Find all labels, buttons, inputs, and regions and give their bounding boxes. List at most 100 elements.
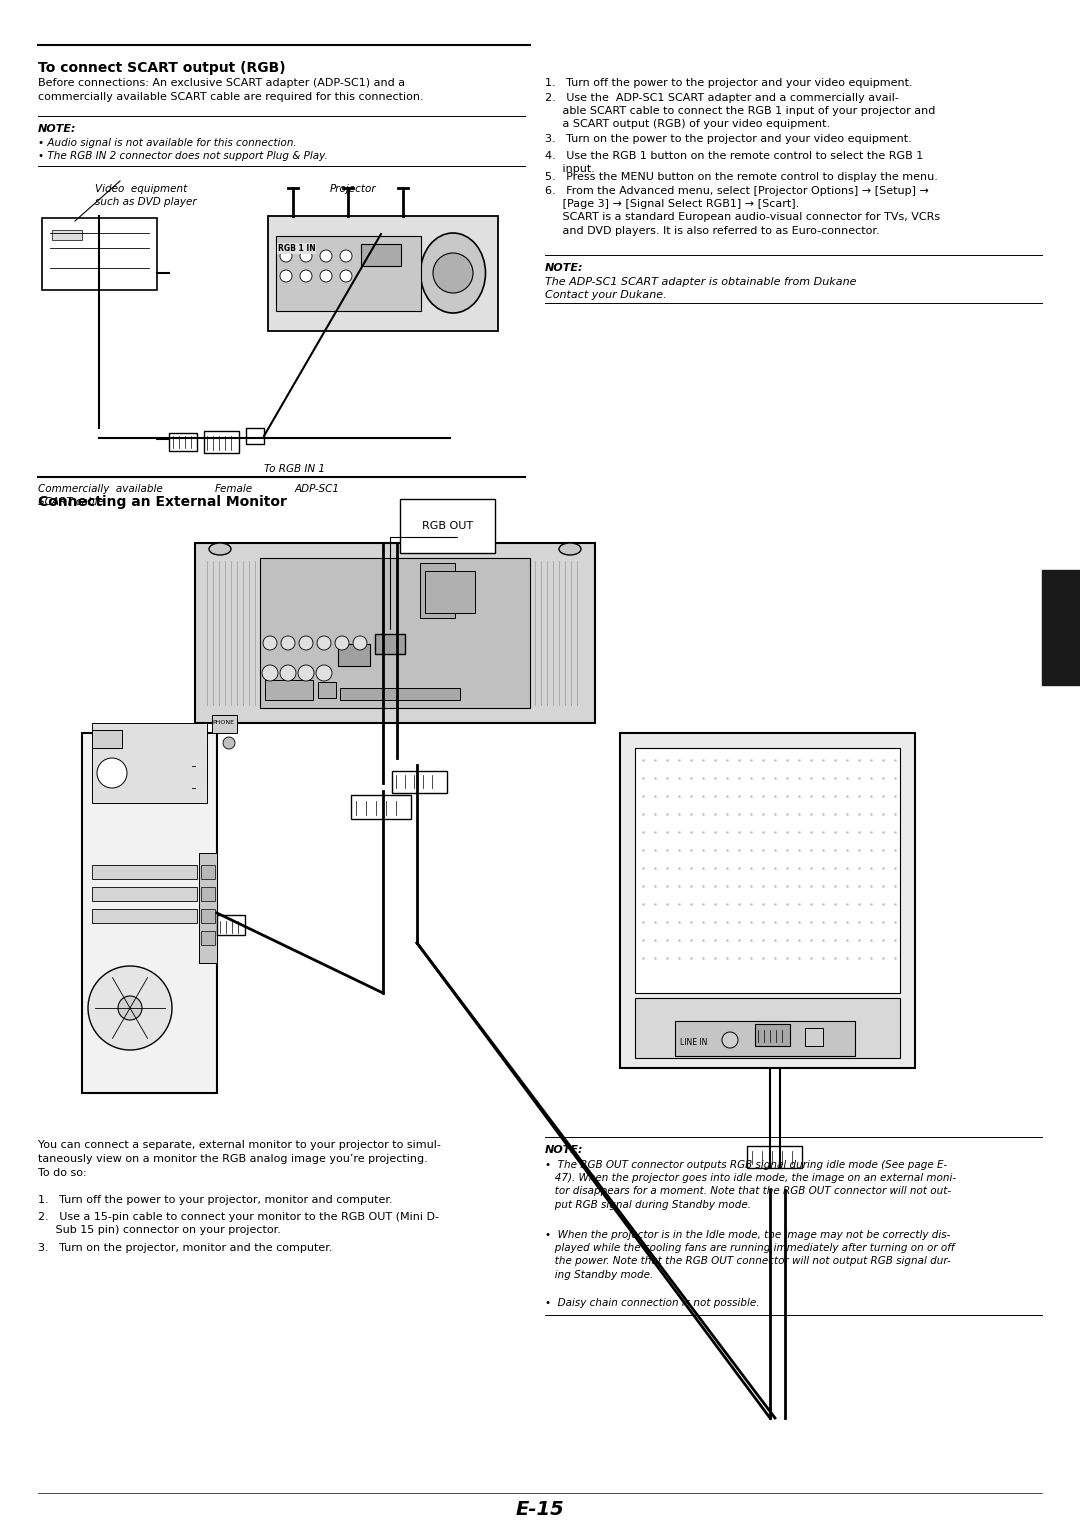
Text: •  Daisy chain connection is not possible.: • Daisy chain connection is not possible… xyxy=(545,1299,759,1308)
Bar xyxy=(92,723,207,803)
Circle shape xyxy=(222,737,235,749)
Text: NOTE:: NOTE: xyxy=(38,124,77,134)
Bar xyxy=(755,1024,789,1045)
Text: 6.   From the Advanced menu, select [Projector Options] → [Setup] →
     [Page 3: 6. From the Advanced menu, select [Proje… xyxy=(545,186,940,235)
Bar xyxy=(747,1146,802,1167)
Text: 4.   Use the RGB 1 button on the remote control to select the RGB 1
     input.: 4. Use the RGB 1 button on the remote co… xyxy=(545,151,923,174)
Text: To connect SCART output (RGB): To connect SCART output (RGB) xyxy=(38,61,285,75)
Text: • The RGB IN 2 connector does not support Plug & Play.: • The RGB IN 2 connector does not suppor… xyxy=(38,151,327,162)
Bar xyxy=(217,916,245,935)
Text: 2.   Use the  ADP-SC1 SCART adapter and a commercially avail-
     able SCART ca: 2. Use the ADP-SC1 SCART adapter and a c… xyxy=(545,93,935,130)
Bar xyxy=(92,745,207,761)
Bar xyxy=(805,1029,823,1045)
Bar xyxy=(212,716,237,732)
Bar xyxy=(168,433,197,452)
Bar xyxy=(361,244,401,266)
Bar xyxy=(52,230,82,240)
Bar xyxy=(92,887,197,900)
Text: 3.   Turn on the power to the projector and your video equipment.: 3. Turn on the power to the projector an… xyxy=(545,134,912,143)
Text: You can connect a separate, external monitor to your projector to simul-
taneous: You can connect a separate, external mon… xyxy=(38,1140,441,1178)
Bar xyxy=(246,427,264,444)
Bar xyxy=(204,430,239,453)
Text: 2.   Use a 15-pin cable to connect your monitor to the RGB OUT (Mini D-
     Sub: 2. Use a 15-pin cable to connect your mo… xyxy=(38,1212,438,1235)
Text: 1.   Turn off the power to the projector and your video equipment.: 1. Turn off the power to the projector a… xyxy=(545,78,913,89)
Text: E-15: E-15 xyxy=(515,1500,565,1518)
Circle shape xyxy=(298,665,314,681)
Bar xyxy=(42,218,157,290)
Bar xyxy=(92,865,197,879)
Text: NOTE:: NOTE: xyxy=(545,262,583,273)
Text: To RGB IN 1: To RGB IN 1 xyxy=(264,464,325,475)
Text: PHONE: PHONE xyxy=(212,720,234,725)
Bar xyxy=(635,998,900,1058)
Bar xyxy=(351,795,411,819)
Circle shape xyxy=(280,270,292,282)
Bar xyxy=(635,748,900,993)
Circle shape xyxy=(433,253,473,293)
Bar xyxy=(195,543,595,723)
Bar xyxy=(375,633,405,655)
Circle shape xyxy=(264,636,276,650)
Circle shape xyxy=(118,996,141,1019)
Bar xyxy=(92,729,122,748)
Bar xyxy=(201,909,215,923)
Bar xyxy=(92,768,207,783)
Bar xyxy=(276,237,421,311)
Text: Video  equipment
such as DVD player: Video equipment such as DVD player xyxy=(95,185,197,208)
Bar xyxy=(201,865,215,879)
Text: 1.   Turn off the power to your projector, monitor and computer.: 1. Turn off the power to your projector,… xyxy=(38,1195,393,1206)
Circle shape xyxy=(300,270,312,282)
Text: The ADP-SC1 SCART adapter is obtainable from Dukane
Contact your Dukane.: The ADP-SC1 SCART adapter is obtainable … xyxy=(545,278,856,301)
Text: Commercially  available
SCART cable: Commercially available SCART cable xyxy=(38,484,163,507)
Text: Projector: Projector xyxy=(330,185,377,194)
Circle shape xyxy=(281,636,295,650)
Bar xyxy=(675,1021,855,1056)
Circle shape xyxy=(299,636,313,650)
Bar xyxy=(338,644,370,665)
Circle shape xyxy=(97,758,127,787)
Bar xyxy=(318,682,336,697)
Circle shape xyxy=(340,250,352,262)
Bar xyxy=(426,571,475,613)
Bar xyxy=(392,771,447,794)
Bar xyxy=(201,931,215,945)
Circle shape xyxy=(353,636,367,650)
Circle shape xyxy=(87,966,172,1050)
Circle shape xyxy=(300,250,312,262)
Text: RGB OUT: RGB OUT xyxy=(422,520,473,531)
Circle shape xyxy=(320,270,332,282)
Text: • Audio signal is not available for this connection.: • Audio signal is not available for this… xyxy=(38,137,297,148)
Text: RGB 1 IN: RGB 1 IN xyxy=(278,244,315,253)
Text: Female: Female xyxy=(215,484,253,494)
Bar xyxy=(260,559,530,708)
Circle shape xyxy=(280,250,292,262)
Bar xyxy=(420,563,455,618)
Bar xyxy=(340,688,460,700)
Bar xyxy=(92,909,197,923)
Bar xyxy=(620,732,915,1068)
Text: NOTE:: NOTE: xyxy=(545,1144,583,1155)
Text: •  The RGB OUT connector outputs RGB signal during idle mode (See page E-
   47): • The RGB OUT connector outputs RGB sign… xyxy=(545,1160,956,1210)
Ellipse shape xyxy=(420,233,486,313)
Text: LINE IN: LINE IN xyxy=(680,1038,707,1047)
Circle shape xyxy=(340,270,352,282)
Text: •  When the projector is in the Idle mode, the image may not be correctly dis-
 : • When the projector is in the Idle mode… xyxy=(545,1230,955,1280)
Text: Connecting an External Monitor: Connecting an External Monitor xyxy=(38,494,287,510)
Bar xyxy=(201,887,215,900)
Bar xyxy=(1042,571,1080,685)
Bar xyxy=(268,217,498,331)
Text: Before connections: An exclusive SCART adapter (ADP-SC1) and a
commercially avai: Before connections: An exclusive SCART a… xyxy=(38,78,423,102)
Text: 5.   Press the MENU button on the remote control to display the menu.: 5. Press the MENU button on the remote c… xyxy=(545,172,937,182)
Bar xyxy=(82,732,217,1093)
Circle shape xyxy=(262,665,278,681)
Circle shape xyxy=(723,1032,738,1048)
Bar xyxy=(199,853,217,963)
Ellipse shape xyxy=(559,543,581,555)
Text: ADP-SC1: ADP-SC1 xyxy=(295,484,340,494)
Bar xyxy=(265,681,313,700)
Circle shape xyxy=(280,665,296,681)
Ellipse shape xyxy=(210,543,231,555)
Text: 3.   Turn on the projector, monitor and the computer.: 3. Turn on the projector, monitor and th… xyxy=(38,1244,333,1253)
Circle shape xyxy=(335,636,349,650)
Circle shape xyxy=(316,665,332,681)
